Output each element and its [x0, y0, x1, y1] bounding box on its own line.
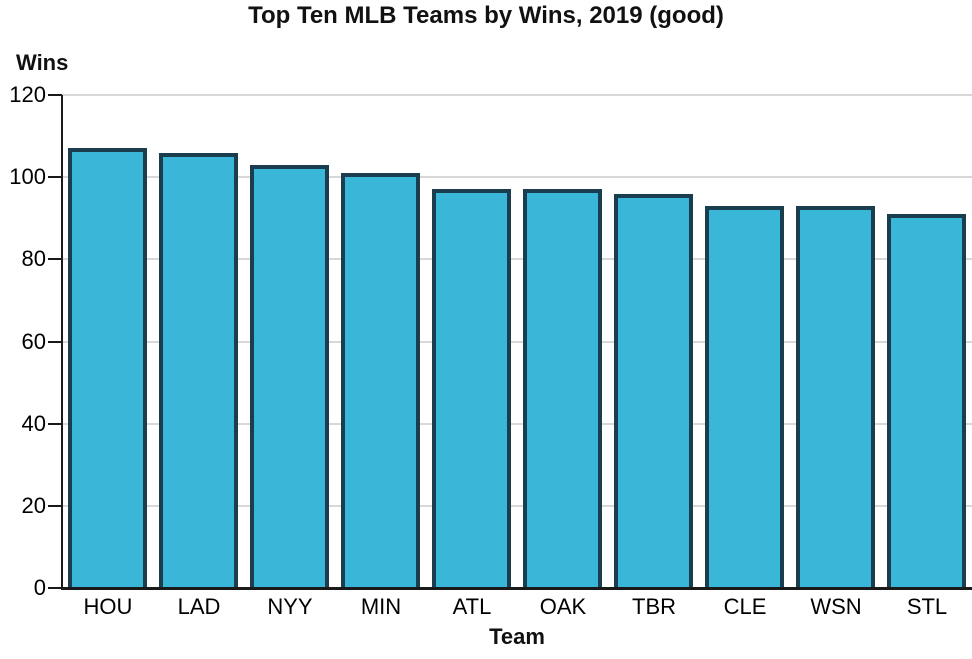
y-axis-line [61, 95, 63, 589]
y-tick-mark [48, 94, 62, 96]
x-category-label: NYY [267, 594, 313, 619]
bar-TBR [614, 194, 693, 588]
y-gridline [62, 422, 972, 425]
y-tick-label: 40 [21, 410, 46, 436]
y-tick-label: 80 [21, 246, 46, 272]
bar-WSN [796, 206, 875, 588]
bar-HOU [68, 148, 147, 588]
x-category-label: MIN [360, 594, 402, 619]
bar-MIN [341, 173, 420, 588]
y-gridline [62, 504, 972, 507]
y-tick-mark [48, 258, 62, 261]
bar-CLE [705, 206, 784, 588]
x-category-label: ATL [452, 594, 492, 619]
bar-OAK [523, 189, 602, 588]
y-tick-mark [48, 504, 62, 507]
bar-STL [887, 214, 966, 588]
y-tick-mark [48, 340, 62, 343]
x-category-label: CLE [723, 594, 767, 619]
x-category-label: LAD [177, 594, 221, 619]
bar-NYY [250, 165, 329, 588]
y-tick-label: 20 [21, 492, 46, 518]
x-category-label: WSN [810, 594, 862, 619]
y-tick-mark [48, 422, 62, 425]
y-tick-label: 120 [9, 82, 46, 107]
bar-ATL [432, 189, 511, 588]
x-category-label: HOU [83, 594, 133, 619]
x-axis-title: Team [489, 624, 545, 649]
y-gridline [62, 94, 972, 96]
y-tick-mark [48, 587, 62, 589]
y-tick-mark [48, 176, 62, 179]
x-axis-line [61, 587, 972, 590]
x-category-label: STL [906, 594, 948, 619]
bar-LAD [159, 153, 238, 588]
y-gridline [62, 176, 972, 179]
y-gridline [62, 258, 972, 261]
chart-title: Top Ten MLB Teams by Wins, 2019 (good) [248, 2, 724, 29]
y-tick-label: 100 [9, 164, 46, 190]
x-category-label: OAK [539, 594, 587, 619]
y-gridline [62, 340, 972, 343]
y-tick-label: 0 [33, 575, 46, 600]
y-tick-label: 60 [21, 328, 46, 354]
y-axis-title: Wins [16, 50, 69, 75]
x-category-label: TBR [632, 594, 676, 619]
